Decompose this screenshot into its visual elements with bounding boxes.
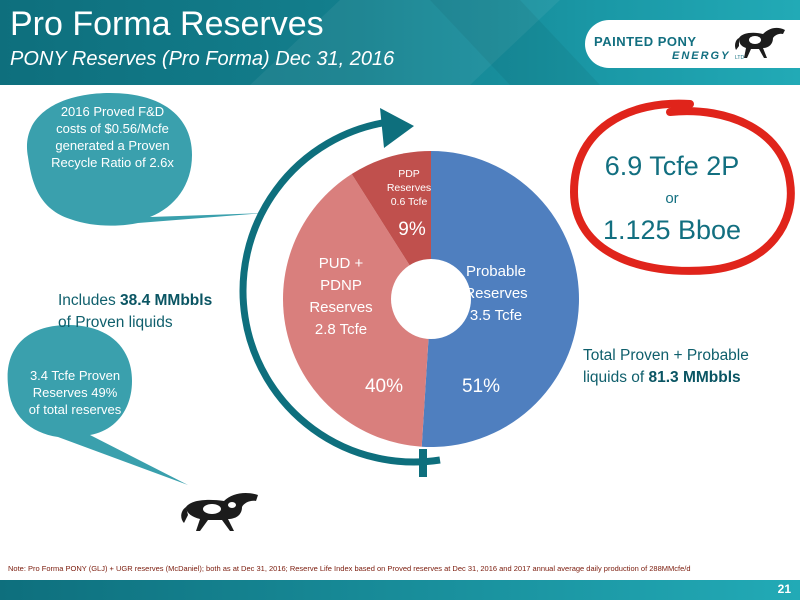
total-2p-tcfe: 6.9 Tcfe 2P xyxy=(604,151,740,181)
running-horse-icon xyxy=(181,493,258,531)
proven-liquids-text: Includes 38.4 MMbbls of Proven liquids xyxy=(58,290,212,334)
total-liquids-text: Total Proven + Probable liquids of 81.3 … xyxy=(583,345,749,389)
footnote: Note: Pro Forma PONY (GLJ) + UGR reserve… xyxy=(8,564,691,573)
callout-fd-text: 2016 Proved F&D costs of $0.56/Mcfe gene… xyxy=(51,104,174,170)
total-liquids-prefix: liquids of xyxy=(583,369,649,386)
pie-slice-1 xyxy=(283,174,431,447)
cycle-arrow-end xyxy=(419,449,427,477)
slice-label-2: PDP Reserves 0.6 Tcfe xyxy=(387,168,431,208)
slice-percent-1: 40% xyxy=(365,376,403,397)
proven-liquids-prefix: Includes xyxy=(58,292,121,309)
total-liquids-value: 81.3 MMbbls xyxy=(648,369,741,386)
donut-hole xyxy=(391,259,471,339)
horse-logo-icon xyxy=(735,27,785,58)
slice-percent-0: 51% xyxy=(462,376,500,397)
footer-bar xyxy=(0,580,800,600)
header-decoration xyxy=(250,0,600,85)
callouts-svg xyxy=(7,93,266,485)
highlight-or: or xyxy=(665,190,679,207)
proven-liquids-value: 38.4 MMbbls xyxy=(120,292,213,309)
logo-name: PAINTED PONY xyxy=(594,34,697,49)
logo-energy: ENERGY xyxy=(672,50,731,62)
slice-label-1: PUD + PDNP Reserves 2.8 Tcfe xyxy=(309,255,372,338)
red-circle-svg xyxy=(569,99,795,275)
callout-bubble-proven xyxy=(7,325,189,485)
total-2p-boe: 1.125 Bboe xyxy=(602,215,742,245)
cycle-arrow-arc xyxy=(239,118,441,466)
total-liquids-line1: Total Proven + Probable xyxy=(583,347,749,364)
page-number: 21 xyxy=(777,582,791,596)
slice-label-0: Probable Reserves 3.5 Tcfe xyxy=(464,263,527,324)
page-subtitle: PONY Reserves (Pro Forma) Dec 31, 2016 xyxy=(10,48,395,70)
logo-ltd: LTD xyxy=(735,55,745,61)
page-title: Pro Forma Reserves xyxy=(10,5,324,43)
highlight-circle xyxy=(569,99,795,275)
callout-proven-text: 3.4 Tcfe Proven Reserves 49% of total re… xyxy=(28,368,122,417)
slice-percent-2: 9% xyxy=(398,219,426,240)
pie-slice-0 xyxy=(421,151,580,447)
cycle-arrow-head xyxy=(380,108,414,148)
pie-slice-2 xyxy=(351,151,431,299)
proven-liquids-suffix: of Proven liquids xyxy=(58,314,173,331)
callout-bubble-fd xyxy=(26,93,266,226)
